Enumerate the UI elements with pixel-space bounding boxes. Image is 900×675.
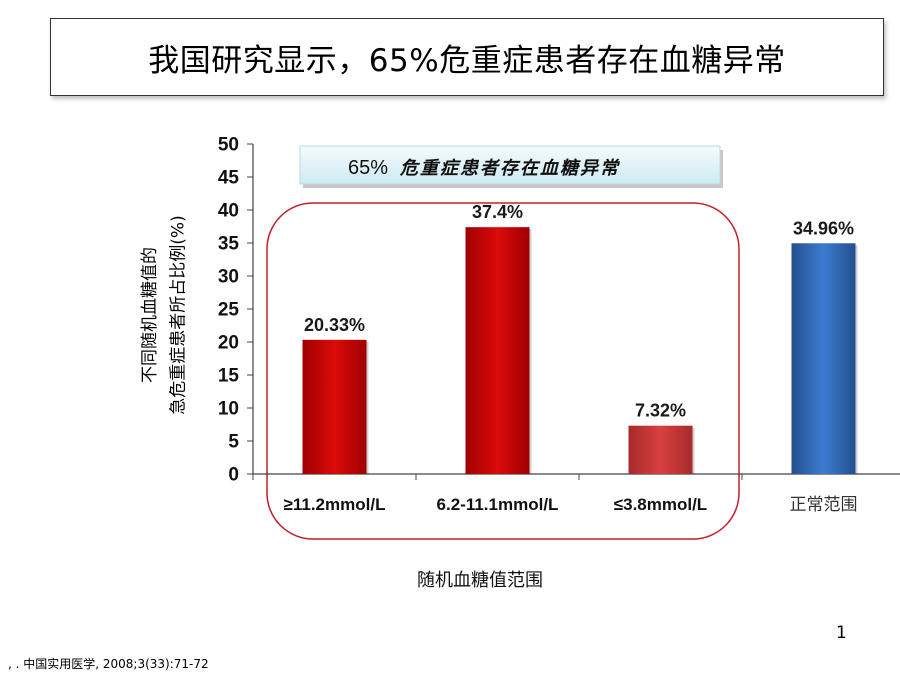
bar-1: [302, 339, 367, 474]
x-category-label: ≥11.2mmol/L: [284, 495, 386, 514]
plot-area: 0 5 10 15 20 25 30 35 40 45 50 20.33% ≥11.2mmol/L 37.…: [218, 135, 900, 591]
annotation-prefix: 65%: [348, 157, 388, 179]
y-tick-label: 10: [218, 399, 239, 420]
y-tick-label: 25: [218, 300, 240, 321]
bar-data-label: 34.96%: [793, 218, 854, 238]
annotation-banner: [299, 145, 721, 185]
y-tick-label: 40: [218, 201, 239, 222]
citation: , . 中国实用医学, 2008;3(33):71-72: [8, 657, 209, 671]
annotation-text: 危重症患者存在血糖异常: [399, 158, 621, 179]
bar-data-label: 7.32%: [635, 401, 686, 421]
y-tick-label: 5: [228, 432, 239, 453]
x-category-label: 6.2-11.1mmol/L: [437, 495, 559, 514]
slide-title-box: 我国研究显示，65%危重症患者存在血糖异常: [50, 18, 884, 96]
x-category-label: 正常范围: [790, 495, 858, 515]
x-category-label: ≤3.8mmol/L: [614, 495, 707, 514]
bar-data-label: 20.33%: [304, 315, 365, 335]
bar-3: [628, 425, 693, 474]
y-tick-label: 20: [218, 333, 239, 354]
y-tick-label: 0: [228, 465, 239, 486]
y-tick-label: 35: [218, 234, 240, 255]
page-number: 1: [836, 623, 847, 643]
y-tick-label: 15: [218, 366, 240, 387]
y-axis-label-line-1: 不同随机血糖值的: [140, 247, 160, 383]
bar-data-label: 37.4%: [472, 202, 523, 222]
bar-4: [791, 243, 856, 474]
bar-2: [465, 227, 530, 474]
bar-chart: 0 5 10 15 20 25 30 35 40 45 50 20.33% ≥11.2mmol/L 37.…: [218, 135, 900, 591]
y-tick-label: 50: [218, 135, 239, 156]
y-axis-label-line-2: 急危重症患者所占比例(%): [168, 215, 189, 415]
x-axis-title: 随机血糖值范围: [417, 570, 543, 591]
y-tick-label: 30: [218, 267, 239, 288]
highlight-group-outline: [266, 202, 740, 540]
slide-title: 我国研究显示，65%危重症患者存在血糖异常: [148, 42, 786, 79]
y-tick-label: 45: [218, 168, 240, 189]
